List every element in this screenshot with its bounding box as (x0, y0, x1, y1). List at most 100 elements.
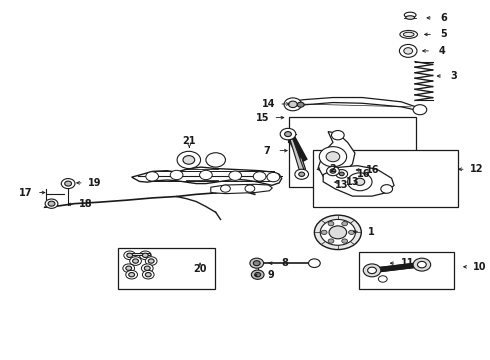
Text: 5: 5 (441, 30, 447, 39)
Circle shape (146, 273, 151, 277)
Circle shape (229, 171, 242, 180)
Circle shape (339, 172, 344, 176)
Circle shape (127, 253, 133, 257)
Polygon shape (132, 167, 282, 185)
Circle shape (253, 261, 260, 266)
Circle shape (309, 259, 320, 267)
Text: 11: 11 (400, 258, 414, 268)
Circle shape (413, 105, 427, 115)
Text: 4: 4 (439, 46, 445, 56)
Circle shape (347, 173, 372, 191)
Circle shape (126, 266, 132, 270)
Circle shape (413, 258, 431, 271)
Circle shape (330, 169, 336, 173)
Text: 1: 1 (368, 227, 374, 237)
Polygon shape (127, 253, 150, 255)
Circle shape (140, 251, 151, 260)
Text: 13: 13 (346, 177, 359, 187)
Circle shape (368, 267, 376, 274)
Text: 9: 9 (267, 270, 274, 280)
Text: 7: 7 (263, 145, 270, 156)
Polygon shape (318, 132, 355, 178)
Polygon shape (290, 139, 305, 171)
Circle shape (404, 48, 413, 54)
Circle shape (342, 221, 347, 226)
Circle shape (331, 131, 344, 140)
Text: 12: 12 (470, 164, 483, 174)
Circle shape (206, 153, 225, 167)
Circle shape (329, 226, 346, 239)
Circle shape (126, 270, 138, 279)
Circle shape (61, 179, 75, 189)
Circle shape (143, 253, 148, 257)
Circle shape (145, 266, 150, 270)
Circle shape (381, 185, 392, 193)
Circle shape (220, 185, 230, 192)
Text: 10: 10 (473, 262, 486, 272)
Text: 16: 16 (366, 165, 380, 175)
Circle shape (183, 156, 195, 164)
Circle shape (130, 257, 142, 265)
Text: 6: 6 (441, 13, 447, 23)
Circle shape (348, 230, 354, 234)
Circle shape (255, 273, 261, 277)
Circle shape (295, 169, 309, 179)
Circle shape (133, 259, 139, 263)
Text: 8: 8 (282, 258, 289, 268)
Circle shape (199, 170, 212, 180)
Circle shape (319, 147, 346, 167)
Text: 3: 3 (451, 71, 458, 81)
Circle shape (170, 170, 183, 180)
Circle shape (285, 132, 292, 136)
Text: 16: 16 (357, 169, 371, 179)
Polygon shape (211, 184, 272, 194)
Circle shape (148, 259, 154, 263)
Circle shape (327, 166, 339, 176)
Circle shape (65, 181, 72, 186)
Circle shape (245, 185, 255, 192)
Circle shape (378, 276, 387, 282)
Circle shape (250, 258, 264, 268)
Polygon shape (299, 158, 306, 169)
Text: 13: 13 (335, 180, 349, 190)
Circle shape (284, 98, 302, 111)
Circle shape (142, 264, 153, 273)
Circle shape (124, 251, 136, 260)
Ellipse shape (403, 32, 414, 37)
Text: 14: 14 (262, 99, 275, 109)
Text: 19: 19 (88, 178, 101, 188)
Circle shape (328, 221, 334, 226)
Bar (359, 252, 454, 289)
Circle shape (297, 102, 304, 107)
Text: 20: 20 (193, 264, 207, 274)
Circle shape (342, 239, 347, 243)
Circle shape (321, 230, 327, 234)
Text: 18: 18 (79, 199, 93, 210)
Circle shape (45, 199, 58, 208)
Bar (118, 248, 215, 289)
Polygon shape (291, 98, 421, 111)
Circle shape (146, 172, 159, 181)
Circle shape (320, 220, 355, 245)
Bar (289, 117, 416, 187)
Circle shape (123, 264, 135, 273)
Ellipse shape (400, 31, 417, 39)
Circle shape (299, 172, 305, 176)
Circle shape (355, 178, 365, 185)
Circle shape (326, 152, 340, 162)
Circle shape (146, 257, 157, 265)
Text: 15: 15 (256, 113, 270, 123)
Circle shape (253, 172, 266, 181)
Text: 17: 17 (19, 188, 33, 198)
Text: 21: 21 (183, 136, 196, 146)
Circle shape (280, 129, 296, 140)
Bar (314, 149, 458, 207)
Circle shape (363, 264, 381, 277)
Circle shape (417, 261, 426, 268)
Circle shape (177, 151, 200, 168)
Circle shape (315, 215, 361, 249)
Circle shape (251, 270, 264, 279)
Circle shape (143, 270, 154, 279)
Circle shape (289, 101, 297, 108)
Circle shape (48, 201, 55, 206)
